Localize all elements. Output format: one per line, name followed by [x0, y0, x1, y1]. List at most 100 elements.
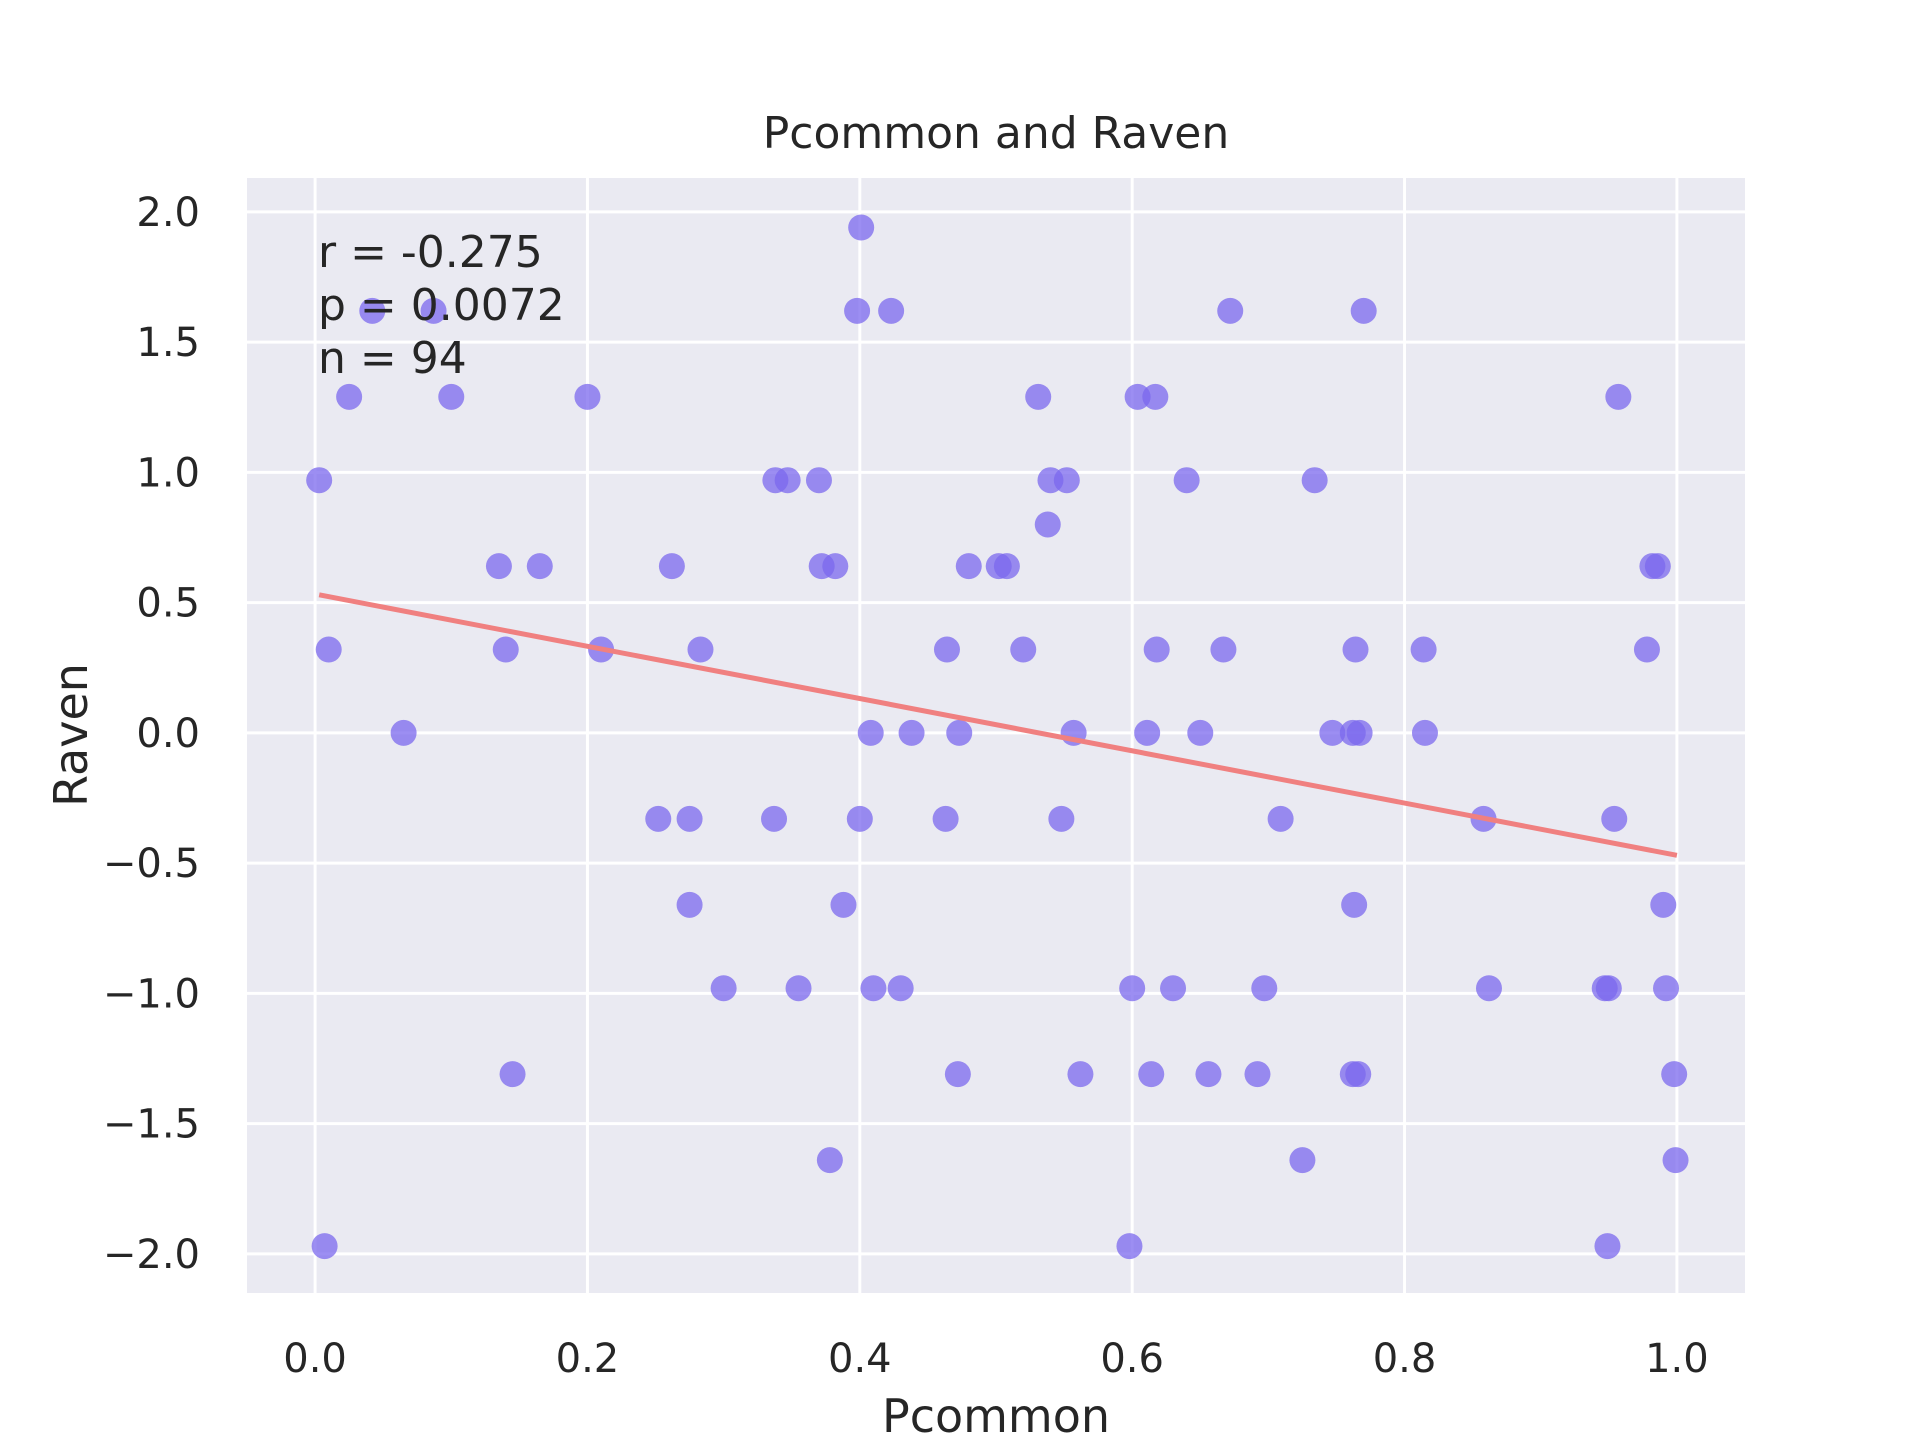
plot-background	[247, 178, 1745, 1293]
data-point	[306, 467, 333, 494]
x-tick-labels: 0.0 0.2 0.4 0.6 0.8 1.0	[283, 1336, 1708, 1382]
data-point	[1053, 467, 1080, 494]
regression-line-group	[318, 592, 1678, 858]
data-point	[499, 1061, 526, 1088]
data-point	[822, 553, 849, 580]
data-point	[1289, 1147, 1316, 1174]
data-point	[857, 719, 884, 746]
data-point	[761, 805, 788, 832]
chart-title: Pcommon and Raven	[763, 108, 1230, 159]
data-point	[932, 805, 959, 832]
regression-line	[318, 592, 1678, 858]
y-axis-label: Raven	[44, 663, 98, 807]
data-point	[1048, 805, 1075, 832]
data-point	[710, 975, 737, 1002]
data-point	[774, 467, 801, 494]
data-point	[687, 636, 714, 663]
data-point	[946, 719, 973, 746]
data-point	[1350, 297, 1377, 324]
data-point	[1346, 719, 1373, 746]
x-tick-label: 0.0	[283, 1336, 347, 1382]
data-point	[1653, 975, 1680, 1002]
data-point	[676, 891, 703, 918]
data-point	[830, 891, 857, 918]
data-point	[878, 297, 905, 324]
data-point	[1662, 1147, 1689, 1174]
data-point	[420, 297, 447, 324]
data-point	[1601, 805, 1628, 832]
data-point	[1142, 383, 1169, 410]
data-point	[359, 297, 386, 324]
data-point	[1342, 636, 1369, 663]
y-tick-label: 0.0	[136, 711, 200, 757]
data-point	[390, 719, 417, 746]
x-axis-label: Pcommon	[882, 1389, 1110, 1440]
data-point	[336, 383, 363, 410]
data-point	[933, 636, 960, 663]
data-point	[860, 975, 887, 1002]
data-point	[1633, 636, 1660, 663]
data-point	[438, 383, 465, 410]
data-point	[1410, 636, 1437, 663]
data-point	[1143, 636, 1170, 663]
data-point	[898, 719, 925, 746]
data-point	[311, 1233, 338, 1260]
data-point	[848, 214, 875, 241]
y-tick-label: 2.0	[136, 190, 200, 236]
data-point	[1034, 511, 1061, 538]
data-point	[1244, 1061, 1271, 1088]
data-point	[1067, 1061, 1094, 1088]
data-point	[1411, 719, 1438, 746]
data-point	[1010, 636, 1037, 663]
data-point	[1251, 975, 1278, 1002]
y-tick-label: −0.5	[103, 841, 200, 887]
data-point	[1160, 975, 1187, 1002]
y-tick-label: 1.0	[136, 450, 200, 496]
data-point	[1173, 467, 1200, 494]
x-tick-label: 0.6	[1100, 1336, 1164, 1382]
data-point	[1119, 975, 1146, 1002]
data-point	[1267, 805, 1294, 832]
data-point	[1644, 553, 1671, 580]
x-tick-label: 1.0	[1645, 1336, 1709, 1382]
data-point	[658, 553, 685, 580]
y-tick-label: 1.5	[136, 320, 200, 366]
x-tick-label: 0.8	[1373, 1336, 1437, 1382]
data-point	[1345, 1061, 1372, 1088]
data-point	[1341, 891, 1368, 918]
data-point	[315, 636, 342, 663]
stat-n: n = 94	[318, 333, 467, 384]
y-tick-label: 0.5	[136, 581, 200, 627]
data-point	[1650, 891, 1677, 918]
y-tick-label: −1.5	[103, 1102, 200, 1148]
stat-r: r = -0.275	[318, 227, 543, 278]
data-point	[1605, 383, 1632, 410]
data-point	[805, 467, 832, 494]
data-point	[485, 553, 512, 580]
stat-p: p = 0.0072	[318, 280, 565, 331]
data-point	[1187, 719, 1214, 746]
data-point	[844, 297, 871, 324]
data-point	[887, 975, 914, 1002]
data-point	[1319, 719, 1346, 746]
data-point	[1210, 636, 1237, 663]
data-point	[1217, 297, 1244, 324]
data-point	[645, 805, 672, 832]
y-tick-label: −2.0	[103, 1232, 200, 1278]
data-point	[1595, 975, 1622, 1002]
y-tick-labels: 2.0 1.5 1.0 0.5 0.0 −0.5 −1.0 −1.5 −2.0	[103, 190, 200, 1278]
data-point	[1138, 1061, 1165, 1088]
data-point	[676, 805, 703, 832]
data-point	[944, 1061, 971, 1088]
data-point	[1134, 719, 1161, 746]
data-point	[526, 553, 553, 580]
data-point	[816, 1147, 843, 1174]
data-point	[1301, 467, 1328, 494]
x-tick-label: 0.4	[828, 1336, 892, 1382]
y-tick-label: −1.0	[103, 971, 200, 1017]
data-point	[1661, 1061, 1688, 1088]
data-point	[1195, 1061, 1222, 1088]
data-point	[955, 553, 982, 580]
data-point	[993, 553, 1020, 580]
